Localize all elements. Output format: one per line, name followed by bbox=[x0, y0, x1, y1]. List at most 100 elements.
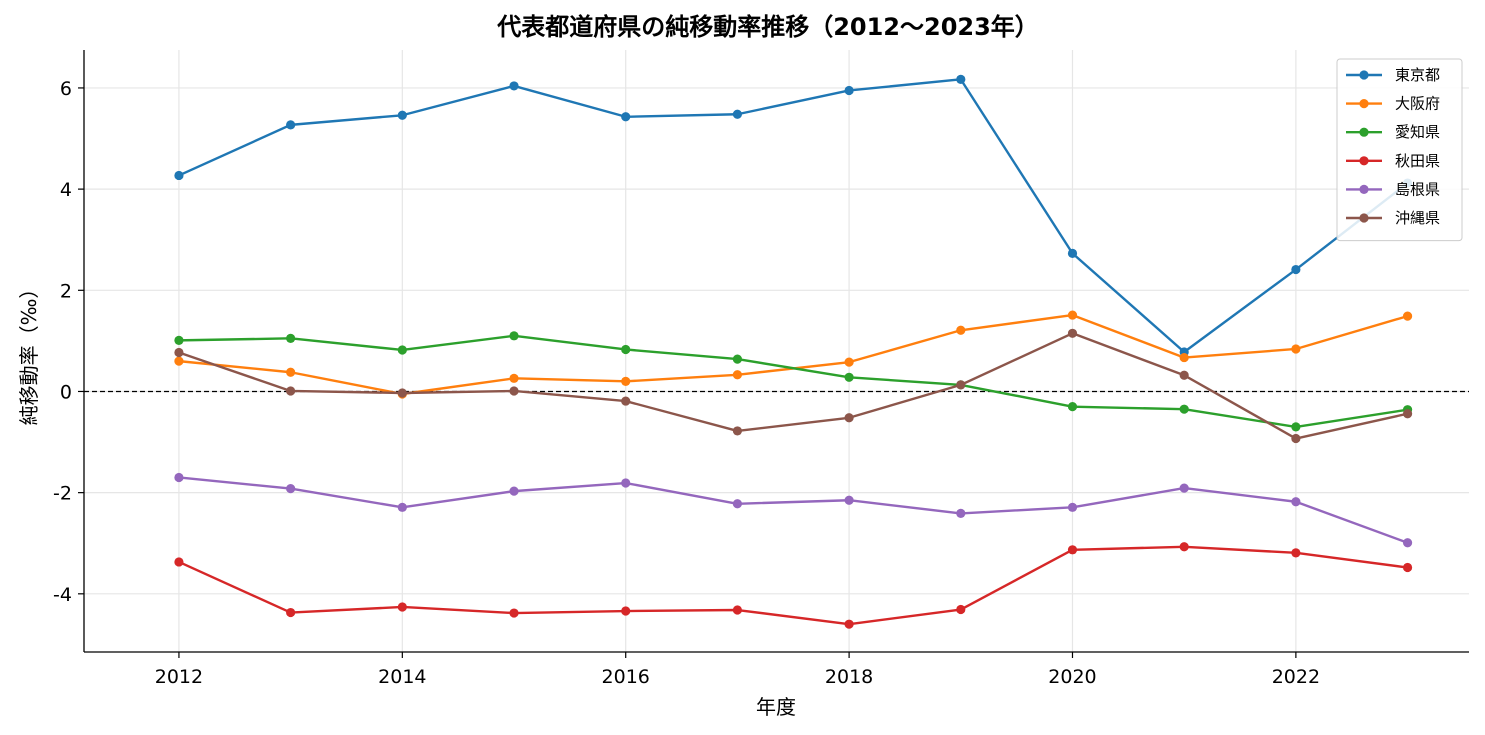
series-line bbox=[178, 476, 1408, 544]
x-tick-label: 2012 bbox=[155, 666, 203, 688]
series-2 bbox=[174, 331, 1413, 432]
data-point bbox=[174, 335, 184, 345]
data-point bbox=[397, 388, 407, 398]
data-point bbox=[509, 486, 519, 496]
legend-item: 東京都 bbox=[1346, 66, 1440, 84]
legend-marker bbox=[1359, 156, 1369, 166]
legend-label: 島根県 bbox=[1395, 180, 1440, 198]
x-tick-label: 2014 bbox=[378, 666, 426, 688]
series-line bbox=[178, 545, 1408, 626]
legend-item: 大阪府 bbox=[1346, 95, 1440, 113]
data-point bbox=[1291, 548, 1301, 558]
series-3 bbox=[174, 542, 1413, 629]
data-point bbox=[1179, 483, 1189, 493]
data-point bbox=[286, 333, 296, 343]
data-point bbox=[1179, 404, 1189, 414]
data-point bbox=[844, 619, 854, 629]
data-point bbox=[732, 109, 743, 119]
legend-label: 沖縄県 bbox=[1395, 209, 1440, 227]
data-point bbox=[1179, 370, 1189, 380]
data-point bbox=[509, 608, 519, 618]
data-point bbox=[956, 380, 966, 390]
axes: 2012 2014 2016 2018 2020 2022 -4 -2 0 2 4 6 bbox=[53, 50, 1469, 688]
data-point bbox=[1291, 497, 1301, 507]
data-point bbox=[1067, 402, 1078, 412]
series-1 bbox=[174, 310, 1413, 399]
legend-marker bbox=[1359, 184, 1369, 194]
data-point bbox=[397, 110, 407, 120]
legend-item: 沖縄県 bbox=[1346, 209, 1440, 227]
data-point bbox=[844, 372, 854, 382]
data-point bbox=[1291, 422, 1301, 432]
series-0 bbox=[174, 74, 1413, 357]
data-point bbox=[621, 396, 631, 406]
data-point bbox=[1291, 433, 1301, 444]
data-point bbox=[1402, 562, 1413, 573]
data-point bbox=[621, 376, 631, 386]
data-point bbox=[1067, 248, 1078, 258]
data-point bbox=[1179, 542, 1189, 552]
data-point bbox=[286, 386, 296, 396]
legend-label: 東京都 bbox=[1395, 66, 1440, 84]
data-point bbox=[397, 602, 407, 612]
data-point bbox=[286, 367, 296, 377]
y-tick-label: 2 bbox=[60, 280, 72, 302]
data-point bbox=[621, 344, 631, 355]
series-line bbox=[178, 332, 1408, 440]
series-5 bbox=[174, 328, 1413, 444]
legend-marker bbox=[1359, 99, 1369, 109]
legend-item: 秋田県 bbox=[1346, 152, 1440, 170]
x-tick-label: 2022 bbox=[1272, 666, 1320, 688]
data-point bbox=[174, 347, 184, 358]
data-point bbox=[956, 325, 966, 335]
data-point bbox=[1402, 311, 1413, 321]
x-tick-label: 2020 bbox=[1048, 666, 1096, 688]
x-axis-label: 年度 bbox=[756, 695, 796, 719]
data-point bbox=[1067, 310, 1078, 320]
data-point bbox=[1291, 344, 1301, 354]
data-point bbox=[1291, 264, 1301, 275]
data-point bbox=[621, 478, 631, 488]
legend-item: 愛知県 bbox=[1346, 123, 1440, 141]
y-axis-label: 純移動率（‰） bbox=[17, 279, 41, 426]
data-point bbox=[1402, 409, 1413, 419]
data-point bbox=[1067, 502, 1078, 512]
data-point bbox=[174, 170, 184, 181]
data-point bbox=[509, 331, 519, 341]
legend-label: 大阪府 bbox=[1395, 95, 1440, 113]
legend-label: 秋田県 bbox=[1395, 152, 1440, 170]
data-point bbox=[397, 345, 407, 355]
data-point bbox=[1067, 328, 1078, 338]
data-point bbox=[509, 373, 519, 383]
data-point bbox=[956, 74, 966, 84]
y-tick-label: 0 bbox=[60, 381, 72, 403]
x-tick-label: 2016 bbox=[602, 666, 650, 688]
data-point bbox=[1067, 545, 1078, 555]
data-point bbox=[844, 85, 854, 96]
data-point bbox=[174, 472, 184, 483]
data-point bbox=[844, 357, 854, 367]
series-line bbox=[178, 78, 1409, 354]
data-point bbox=[956, 508, 966, 518]
data-point bbox=[621, 112, 631, 122]
data-point bbox=[174, 356, 184, 366]
data-point bbox=[397, 502, 407, 512]
data-point bbox=[732, 426, 743, 436]
data-point bbox=[1402, 538, 1413, 548]
data-point bbox=[509, 81, 519, 91]
data-point bbox=[286, 120, 296, 130]
series-line bbox=[178, 334, 1408, 429]
y-tick-label: -2 bbox=[53, 483, 72, 505]
data-point bbox=[844, 495, 854, 505]
data-point bbox=[286, 607, 296, 618]
series-line bbox=[178, 313, 1408, 396]
data-point bbox=[732, 370, 743, 380]
legend-marker bbox=[1359, 213, 1369, 223]
data-point bbox=[621, 606, 631, 616]
chart-title: 代表都道府県の純移動率推移（2012〜2023年） bbox=[496, 13, 1039, 41]
legend-item: 島根県 bbox=[1346, 180, 1440, 198]
series-layer bbox=[174, 74, 1413, 629]
series-4 bbox=[174, 472, 1413, 548]
